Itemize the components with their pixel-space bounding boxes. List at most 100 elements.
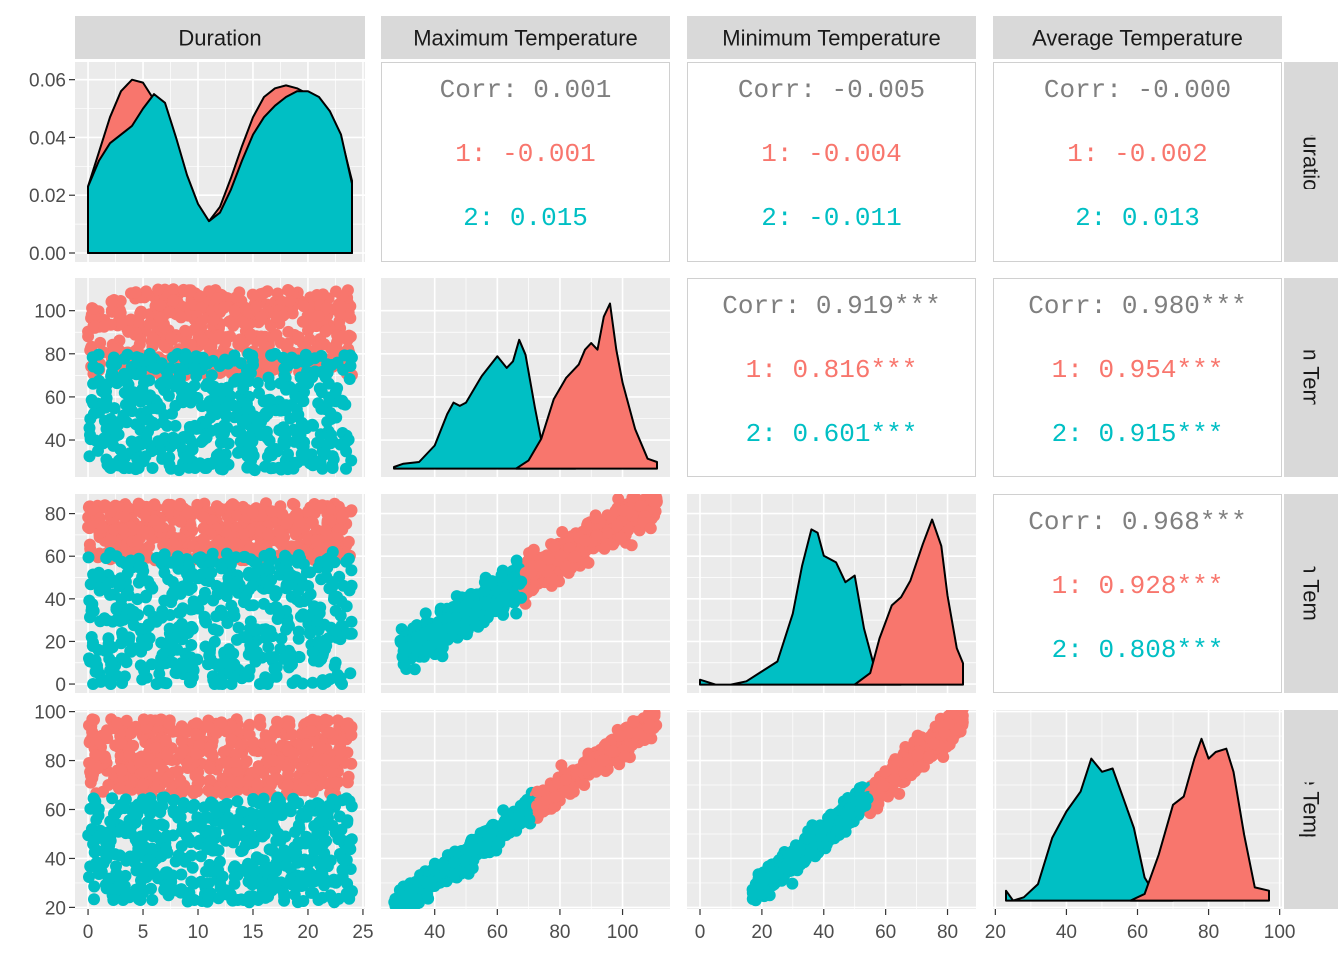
scatter-point (99, 728, 112, 741)
scatter-point (317, 838, 329, 851)
scatter-point (306, 835, 319, 848)
scatter-point (319, 524, 332, 537)
scatter-point (344, 843, 357, 856)
scatter-point (226, 894, 239, 906)
scatter-point (288, 435, 301, 448)
scatter-point (282, 325, 295, 338)
scatter-point (338, 349, 351, 362)
scatter-point (151, 402, 164, 415)
scatter-point (337, 330, 350, 343)
scatter-point (191, 391, 204, 404)
scatter-point (460, 599, 473, 611)
scatter-point (121, 823, 134, 836)
scatter-point (227, 354, 240, 367)
scatter-point (323, 556, 336, 569)
correlation-label-g1: 1: -0.002 (1067, 139, 1207, 169)
row-strip-label: Average Temperature (1299, 704, 1324, 915)
scatter-point (606, 745, 619, 758)
scatter-point (143, 414, 156, 427)
scatter-point (105, 358, 118, 371)
scatter-point (83, 871, 95, 883)
strip-duration: Duration (75, 16, 365, 59)
scatter-point (213, 855, 226, 868)
scatter-point (247, 639, 260, 652)
scatter-point (175, 868, 188, 881)
scatter-point (104, 678, 117, 690)
panel-maximum-temperature-vs-average-temperature: Corr: 0.980***1: 0.954***2: 0.915*** (993, 278, 1282, 477)
scatter-point (294, 371, 307, 384)
scatter-point (537, 784, 550, 797)
scatter-point (515, 575, 528, 588)
scatter-point (163, 306, 176, 319)
scatter-point (286, 728, 299, 741)
scatter-point (174, 748, 187, 761)
scatter-point (143, 317, 156, 330)
scatter-point (174, 515, 187, 528)
scatter-point (270, 328, 283, 341)
scatter-point (326, 579, 339, 592)
scatter-point (131, 593, 144, 606)
scatter-point (559, 785, 572, 798)
scatter-point (185, 620, 198, 633)
scatter-point (329, 656, 342, 669)
strip-label: Maximum Temperature (413, 26, 638, 51)
scatter-point (281, 564, 294, 577)
scatter-point (140, 285, 153, 298)
density-area-group-1 (853, 518, 964, 686)
scatter-point (99, 752, 112, 764)
scatter-point (128, 388, 141, 401)
correlation-label-overall: Corr: -0.000 (1044, 75, 1231, 105)
scatter-point (144, 353, 157, 366)
scatter-point (345, 579, 358, 592)
scatter-point (215, 562, 228, 575)
scatter-point (614, 531, 627, 544)
scatter-point (239, 413, 252, 426)
scatter-point (345, 615, 358, 628)
scatter-point (202, 891, 214, 904)
scatter-point (424, 628, 436, 641)
scatter-point (115, 764, 128, 777)
scatter-point (281, 616, 294, 629)
scatter-point (134, 333, 147, 346)
correlation-label-g1: 1: 0.954*** (1052, 355, 1224, 385)
scatter-point (243, 443, 256, 456)
scatter-point (85, 394, 98, 406)
scatter-point (302, 857, 315, 870)
scatter-point (449, 620, 462, 633)
scatter-point (103, 839, 116, 852)
scatter-point (173, 499, 186, 512)
strip-minimum-temperature: Minimum Temperature (687, 16, 976, 59)
scatter-point (266, 630, 279, 643)
scatter-point (290, 410, 303, 423)
scatter-point (100, 882, 113, 895)
scatter-point (234, 426, 247, 439)
scatter-point (91, 844, 104, 857)
scatter-point (179, 451, 192, 464)
scatter-point (87, 503, 100, 516)
scatter-point (98, 644, 111, 657)
scatter-point (156, 648, 169, 661)
scatter-point (130, 524, 143, 537)
scatter-point (342, 770, 355, 783)
scatter-point (250, 421, 263, 434)
scatter-point (146, 462, 159, 474)
row-strip-average-temperature: Average Temperature (1284, 704, 1338, 915)
scatter-point (274, 500, 287, 513)
scatter-point (321, 415, 334, 428)
scatter-point (302, 505, 315, 517)
scatter-point (144, 792, 157, 805)
scatter-point (220, 797, 233, 810)
scatter-point (270, 601, 283, 614)
scatter-point (86, 725, 99, 738)
scatter-point (98, 320, 111, 333)
correlation-label-g2: 2: 0.915*** (1052, 419, 1224, 449)
scatter-point (306, 713, 319, 726)
scatter-point (190, 717, 203, 730)
density-area-group-2 (87, 90, 353, 254)
scatter-point (323, 726, 336, 739)
row-strip-minimum-temperature: Minimum Temperature (1284, 494, 1338, 693)
scatter-point (279, 830, 292, 843)
scatter-point (134, 438, 147, 451)
scatter-point (88, 320, 101, 333)
scatter-point (292, 549, 305, 562)
